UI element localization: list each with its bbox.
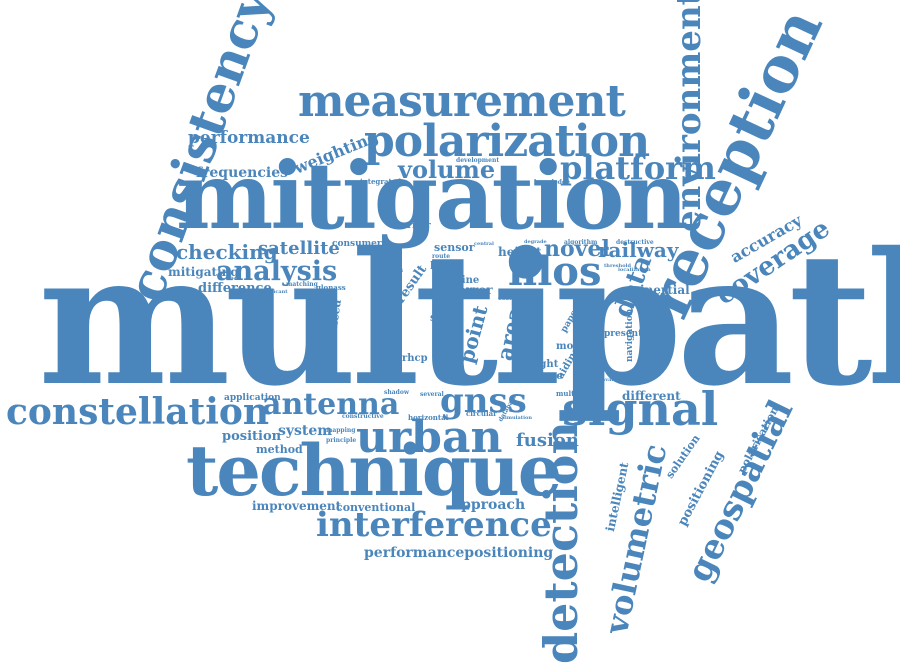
word-checking: checking xyxy=(176,240,278,264)
word-detection: detection xyxy=(534,421,588,664)
word-cost: cost xyxy=(498,295,512,302)
word-matching: matching xyxy=(286,281,318,288)
word-sight: sight xyxy=(530,359,559,370)
word-method: method xyxy=(256,443,303,456)
word-integrated: integrated xyxy=(360,177,402,186)
word-sensor: sensor xyxy=(434,241,475,254)
word-platform: platform xyxy=(560,149,716,187)
word-algorithm: algorithm xyxy=(564,239,598,246)
word-present: present xyxy=(604,329,643,339)
word-mapping: mapping xyxy=(326,427,356,434)
word-inertial: inertial xyxy=(640,283,690,297)
word-measurement: measurement xyxy=(298,76,626,127)
word-railway: railway xyxy=(598,238,679,262)
word-gnss: gnss xyxy=(440,381,527,421)
word-polarization: polarization xyxy=(364,116,650,167)
word-navigationand: navigationand xyxy=(263,292,274,372)
word-set: set xyxy=(430,311,449,324)
word-environment: environment xyxy=(669,0,709,232)
word-model: model xyxy=(556,341,591,352)
word-london: london xyxy=(376,265,404,274)
word-signal: signal xyxy=(562,382,719,436)
word-carrier: carrier xyxy=(396,221,431,231)
word-lhcp: lhcp xyxy=(430,261,455,272)
word-elevation: elevation xyxy=(309,301,316,332)
word-volumetric: volumetric xyxy=(597,440,675,638)
word-glonass: glonass xyxy=(316,283,346,292)
word-availability: availability xyxy=(602,377,633,383)
word-simulation: simulation xyxy=(502,415,532,421)
word-performancepositioning: performancepositioning xyxy=(364,545,554,561)
word-degrade: degrade xyxy=(524,239,547,245)
word-dense: dense xyxy=(530,371,563,382)
word-several: several xyxy=(420,391,444,398)
word-approach: approach xyxy=(452,497,526,513)
word-conventional: conventional xyxy=(336,501,416,514)
word-interference: interference xyxy=(316,505,552,545)
word-rhcp: rhcp xyxy=(402,353,428,364)
word-frequencies: frequencies xyxy=(196,165,288,181)
word-knowledge: knowledge xyxy=(534,179,570,186)
word-antenna: antenna xyxy=(262,387,400,422)
word-novel: novel xyxy=(544,236,610,262)
word-analysis: analysis xyxy=(216,256,338,287)
word-performance-top: performance xyxy=(188,128,310,148)
word-multiple: multiple xyxy=(556,389,590,398)
word-correction: correction xyxy=(660,303,690,309)
word-nlos: nlos xyxy=(508,248,602,295)
word-development: development xyxy=(456,157,500,164)
word-localization: localization xyxy=(618,267,651,273)
word-height: height xyxy=(498,245,542,259)
word-difference: difference xyxy=(198,281,272,296)
word-mitigating: mitigating xyxy=(168,265,239,279)
word-system: system xyxy=(278,423,333,439)
word-consumer: consumer xyxy=(332,239,382,249)
word-urban: urban xyxy=(356,412,503,463)
word-shadow: shadow xyxy=(384,389,409,396)
word-output: output xyxy=(372,361,402,371)
word-different: different xyxy=(622,389,681,403)
word-horizontal: horizontal xyxy=(408,413,449,422)
word-volume: volume xyxy=(398,155,496,184)
word-improvement: improvement xyxy=(252,499,342,513)
word-route: route xyxy=(432,253,451,260)
word-application: application xyxy=(224,393,281,403)
word-significant: significant xyxy=(258,289,288,295)
word-technique: technique xyxy=(186,429,562,512)
word-circular: circular xyxy=(466,409,497,418)
word-error: error xyxy=(458,283,493,297)
word-destructive: destructive xyxy=(616,239,654,246)
word-line: line xyxy=(458,275,480,286)
word-constructive: constructive xyxy=(342,413,384,420)
word-multipath: multipath xyxy=(38,212,900,426)
word-mitigation: mitigation xyxy=(176,142,688,250)
word-fusion: fusion xyxy=(516,430,579,451)
word-position: position xyxy=(222,429,282,444)
word-satellite: satellite xyxy=(258,238,340,259)
word-technology: technology xyxy=(319,337,326,374)
word-principle: principle xyxy=(326,437,357,444)
word-digital: digital xyxy=(364,247,394,257)
word-constellation: constellation xyxy=(6,391,270,433)
word-threshold: threshold xyxy=(604,263,631,269)
word-central: central xyxy=(474,241,494,247)
